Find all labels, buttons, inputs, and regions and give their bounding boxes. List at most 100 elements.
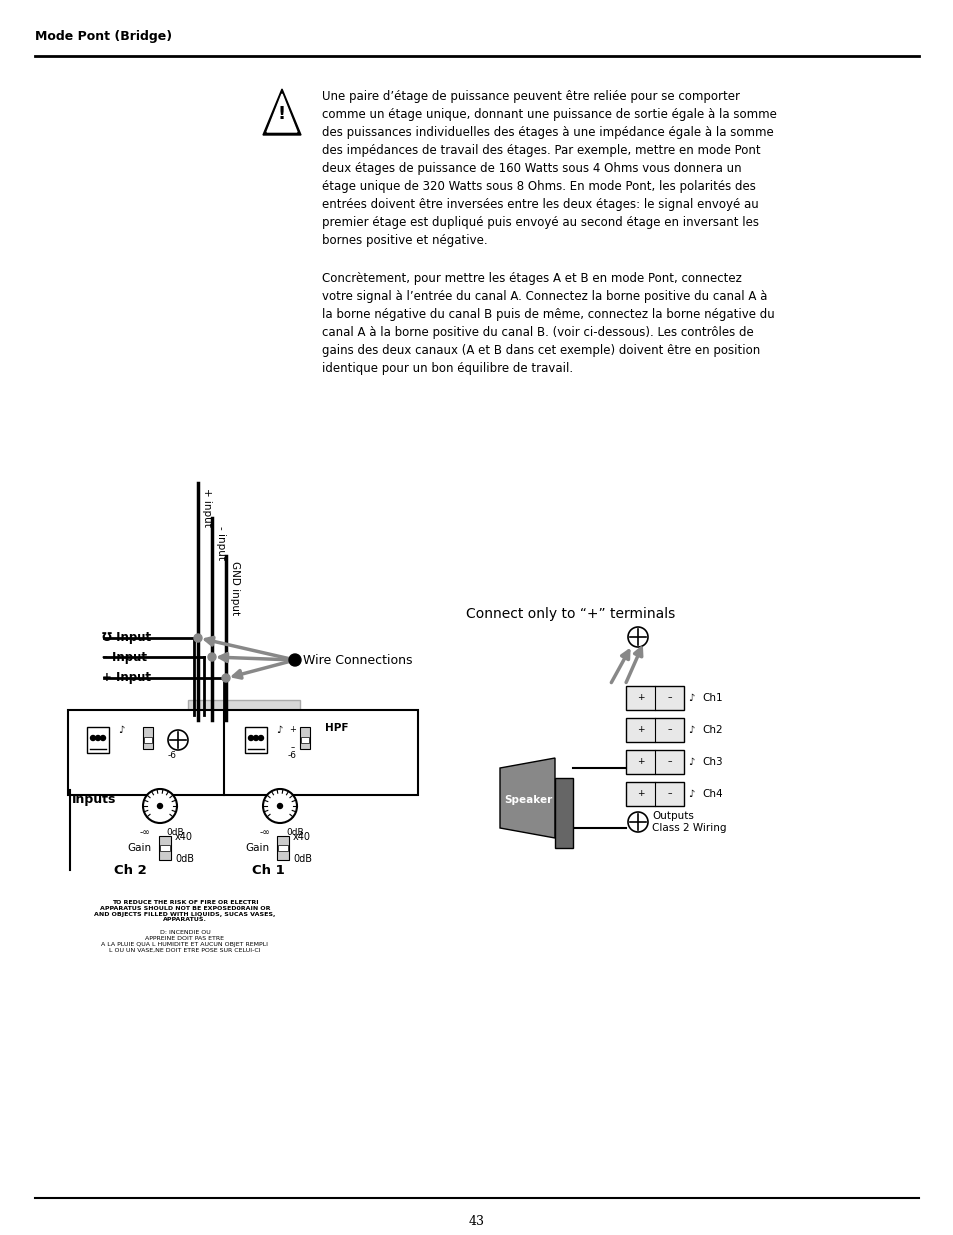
Text: Concrètement, pour mettre les étages A et B en mode Pont, connectez: Concrètement, pour mettre les étages A e…: [322, 272, 741, 285]
Bar: [277, 845, 288, 851]
Text: HPF: HPF: [325, 722, 348, 734]
Text: -6: -6: [168, 752, 176, 761]
Bar: [188, 700, 299, 735]
Text: Une paire d’étage de puissance peuvent être reliée pour se comporter: Une paire d’étage de puissance peuvent ê…: [322, 90, 740, 103]
Circle shape: [253, 736, 258, 741]
Text: D: INCENDIE OU
APPREINE DOIT PAS ETRE
A LA PLUIE QUA L HUMIDITE ET AUCUN OBJET R: D: INCENDIE OU APPREINE DOIT PAS ETRE A …: [101, 930, 268, 952]
Text: bornes positive et négative.: bornes positive et négative.: [322, 233, 487, 247]
Text: Outputs
Class 2 Wiring: Outputs Class 2 Wiring: [651, 811, 726, 832]
Text: +: +: [636, 694, 643, 703]
Bar: [625, 750, 683, 774]
Text: –: –: [666, 757, 671, 767]
Text: Ch 2: Ch 2: [113, 863, 146, 877]
Bar: [276, 836, 289, 860]
Text: ♪: ♪: [687, 757, 694, 767]
Bar: [301, 737, 309, 743]
Text: +: +: [636, 757, 643, 767]
Circle shape: [208, 653, 215, 661]
Text: Ch4: Ch4: [701, 789, 721, 799]
Text: deux étages de puissance de 160 Watts sous 4 Ohms vous donnera un: deux étages de puissance de 160 Watts so…: [322, 162, 740, 175]
Circle shape: [289, 655, 301, 666]
Text: + input: + input: [202, 488, 212, 527]
Circle shape: [258, 736, 263, 741]
Text: comme un étage unique, donnant une puissance de sortie égale à la somme: comme un étage unique, donnant une puiss…: [322, 107, 776, 121]
Text: Ch2: Ch2: [701, 725, 721, 735]
Bar: [625, 718, 683, 742]
Text: GND input: GND input: [230, 561, 240, 615]
Bar: [87, 727, 109, 753]
Text: -∞: -∞: [259, 827, 270, 837]
Text: - input: - input: [215, 526, 226, 559]
Text: TO REDUCE THE RISK OF FIRE OR ELECTRI
APPARATUS SHOULD NOT BE EXPOSED0RAIN OR
AN: TO REDUCE THE RISK OF FIRE OR ELECTRI AP…: [94, 900, 275, 923]
Circle shape: [627, 627, 647, 647]
Circle shape: [100, 736, 106, 741]
Text: -6: -6: [287, 752, 296, 761]
Text: + Input: + Input: [102, 672, 151, 684]
Bar: [299, 727, 310, 748]
Text: Speaker: Speaker: [503, 795, 552, 805]
Text: Ch3: Ch3: [701, 757, 721, 767]
Text: la borne négative du canal B puis de même, connectez la borne négative du: la borne négative du canal B puis de mêm…: [322, 308, 774, 321]
Bar: [625, 685, 683, 710]
Text: – Input: – Input: [102, 651, 147, 663]
Text: Mode Pont (Bridge): Mode Pont (Bridge): [35, 30, 172, 43]
Text: –: –: [291, 743, 294, 752]
Text: ♪: ♪: [687, 693, 694, 703]
Text: 0dB: 0dB: [174, 853, 193, 864]
Text: 43: 43: [469, 1215, 484, 1228]
Text: x40: x40: [174, 832, 193, 842]
Text: votre signal à l’entrée du canal A. Connectez la borne positive du canal A à: votre signal à l’entrée du canal A. Conn…: [322, 290, 766, 303]
Bar: [68, 710, 417, 795]
Text: ♪: ♪: [687, 725, 694, 735]
Circle shape: [91, 736, 95, 741]
Bar: [159, 836, 171, 860]
Circle shape: [263, 789, 296, 823]
Text: identique pour un bon équilibre de travail.: identique pour un bon équilibre de trava…: [322, 362, 573, 375]
Text: ♪: ♪: [275, 725, 282, 735]
Text: Inputs: Inputs: [71, 794, 116, 806]
Circle shape: [157, 804, 162, 809]
Bar: [555, 778, 573, 848]
Text: ♪: ♪: [687, 789, 694, 799]
Polygon shape: [263, 89, 301, 135]
Text: 0dB: 0dB: [293, 853, 312, 864]
Circle shape: [627, 811, 647, 832]
Text: x40: x40: [293, 832, 311, 842]
Bar: [144, 737, 152, 743]
Text: –: –: [666, 725, 671, 735]
Circle shape: [95, 736, 100, 741]
Polygon shape: [267, 94, 296, 132]
Circle shape: [143, 789, 177, 823]
Text: Ch1: Ch1: [701, 693, 721, 703]
Bar: [143, 727, 152, 748]
Bar: [245, 727, 267, 753]
Polygon shape: [499, 758, 555, 839]
Text: +: +: [290, 725, 296, 735]
Text: Connect only to “+” terminals: Connect only to “+” terminals: [465, 606, 675, 621]
Text: –: –: [666, 694, 671, 703]
Text: +: +: [636, 725, 643, 735]
Text: 0dB: 0dB: [286, 827, 303, 837]
Text: premier étage est dupliqué puis envoyé au second étage en inversant les: premier étage est dupliqué puis envoyé a…: [322, 216, 759, 228]
Text: étage unique de 320 Watts sous 8 Ohms. En mode Pont, les polarités des: étage unique de 320 Watts sous 8 Ohms. E…: [322, 180, 755, 193]
Text: Gain: Gain: [246, 844, 270, 853]
Bar: [625, 782, 683, 806]
Text: ♪: ♪: [118, 725, 124, 735]
Circle shape: [193, 634, 202, 642]
Text: des impédances de travail des étages. Par exemple, mettre en mode Pont: des impédances de travail des étages. Pa…: [322, 144, 760, 157]
Text: entrées doivent être inversées entre les deux étages: le signal envoyé au: entrées doivent être inversées entre les…: [322, 198, 758, 211]
Text: !: !: [277, 105, 286, 124]
Text: ℧ Input: ℧ Input: [102, 631, 151, 645]
Text: +: +: [636, 789, 643, 799]
Circle shape: [277, 804, 282, 809]
Circle shape: [222, 674, 230, 682]
Text: gains des deux canaux (A et B dans cet exemple) doivent être en position: gains des deux canaux (A et B dans cet e…: [322, 345, 760, 357]
Text: –: –: [666, 789, 671, 799]
Text: Ch 1: Ch 1: [252, 863, 284, 877]
Circle shape: [248, 736, 253, 741]
Text: canal A à la borne positive du canal B. (voir ci-dessous). Les contrôles de: canal A à la borne positive du canal B. …: [322, 326, 753, 338]
Text: -∞: -∞: [139, 827, 151, 837]
Text: des puissances individuelles des étages à une impédance égale à la somme: des puissances individuelles des étages …: [322, 126, 773, 140]
Circle shape: [168, 730, 188, 750]
Text: Gain: Gain: [128, 844, 152, 853]
